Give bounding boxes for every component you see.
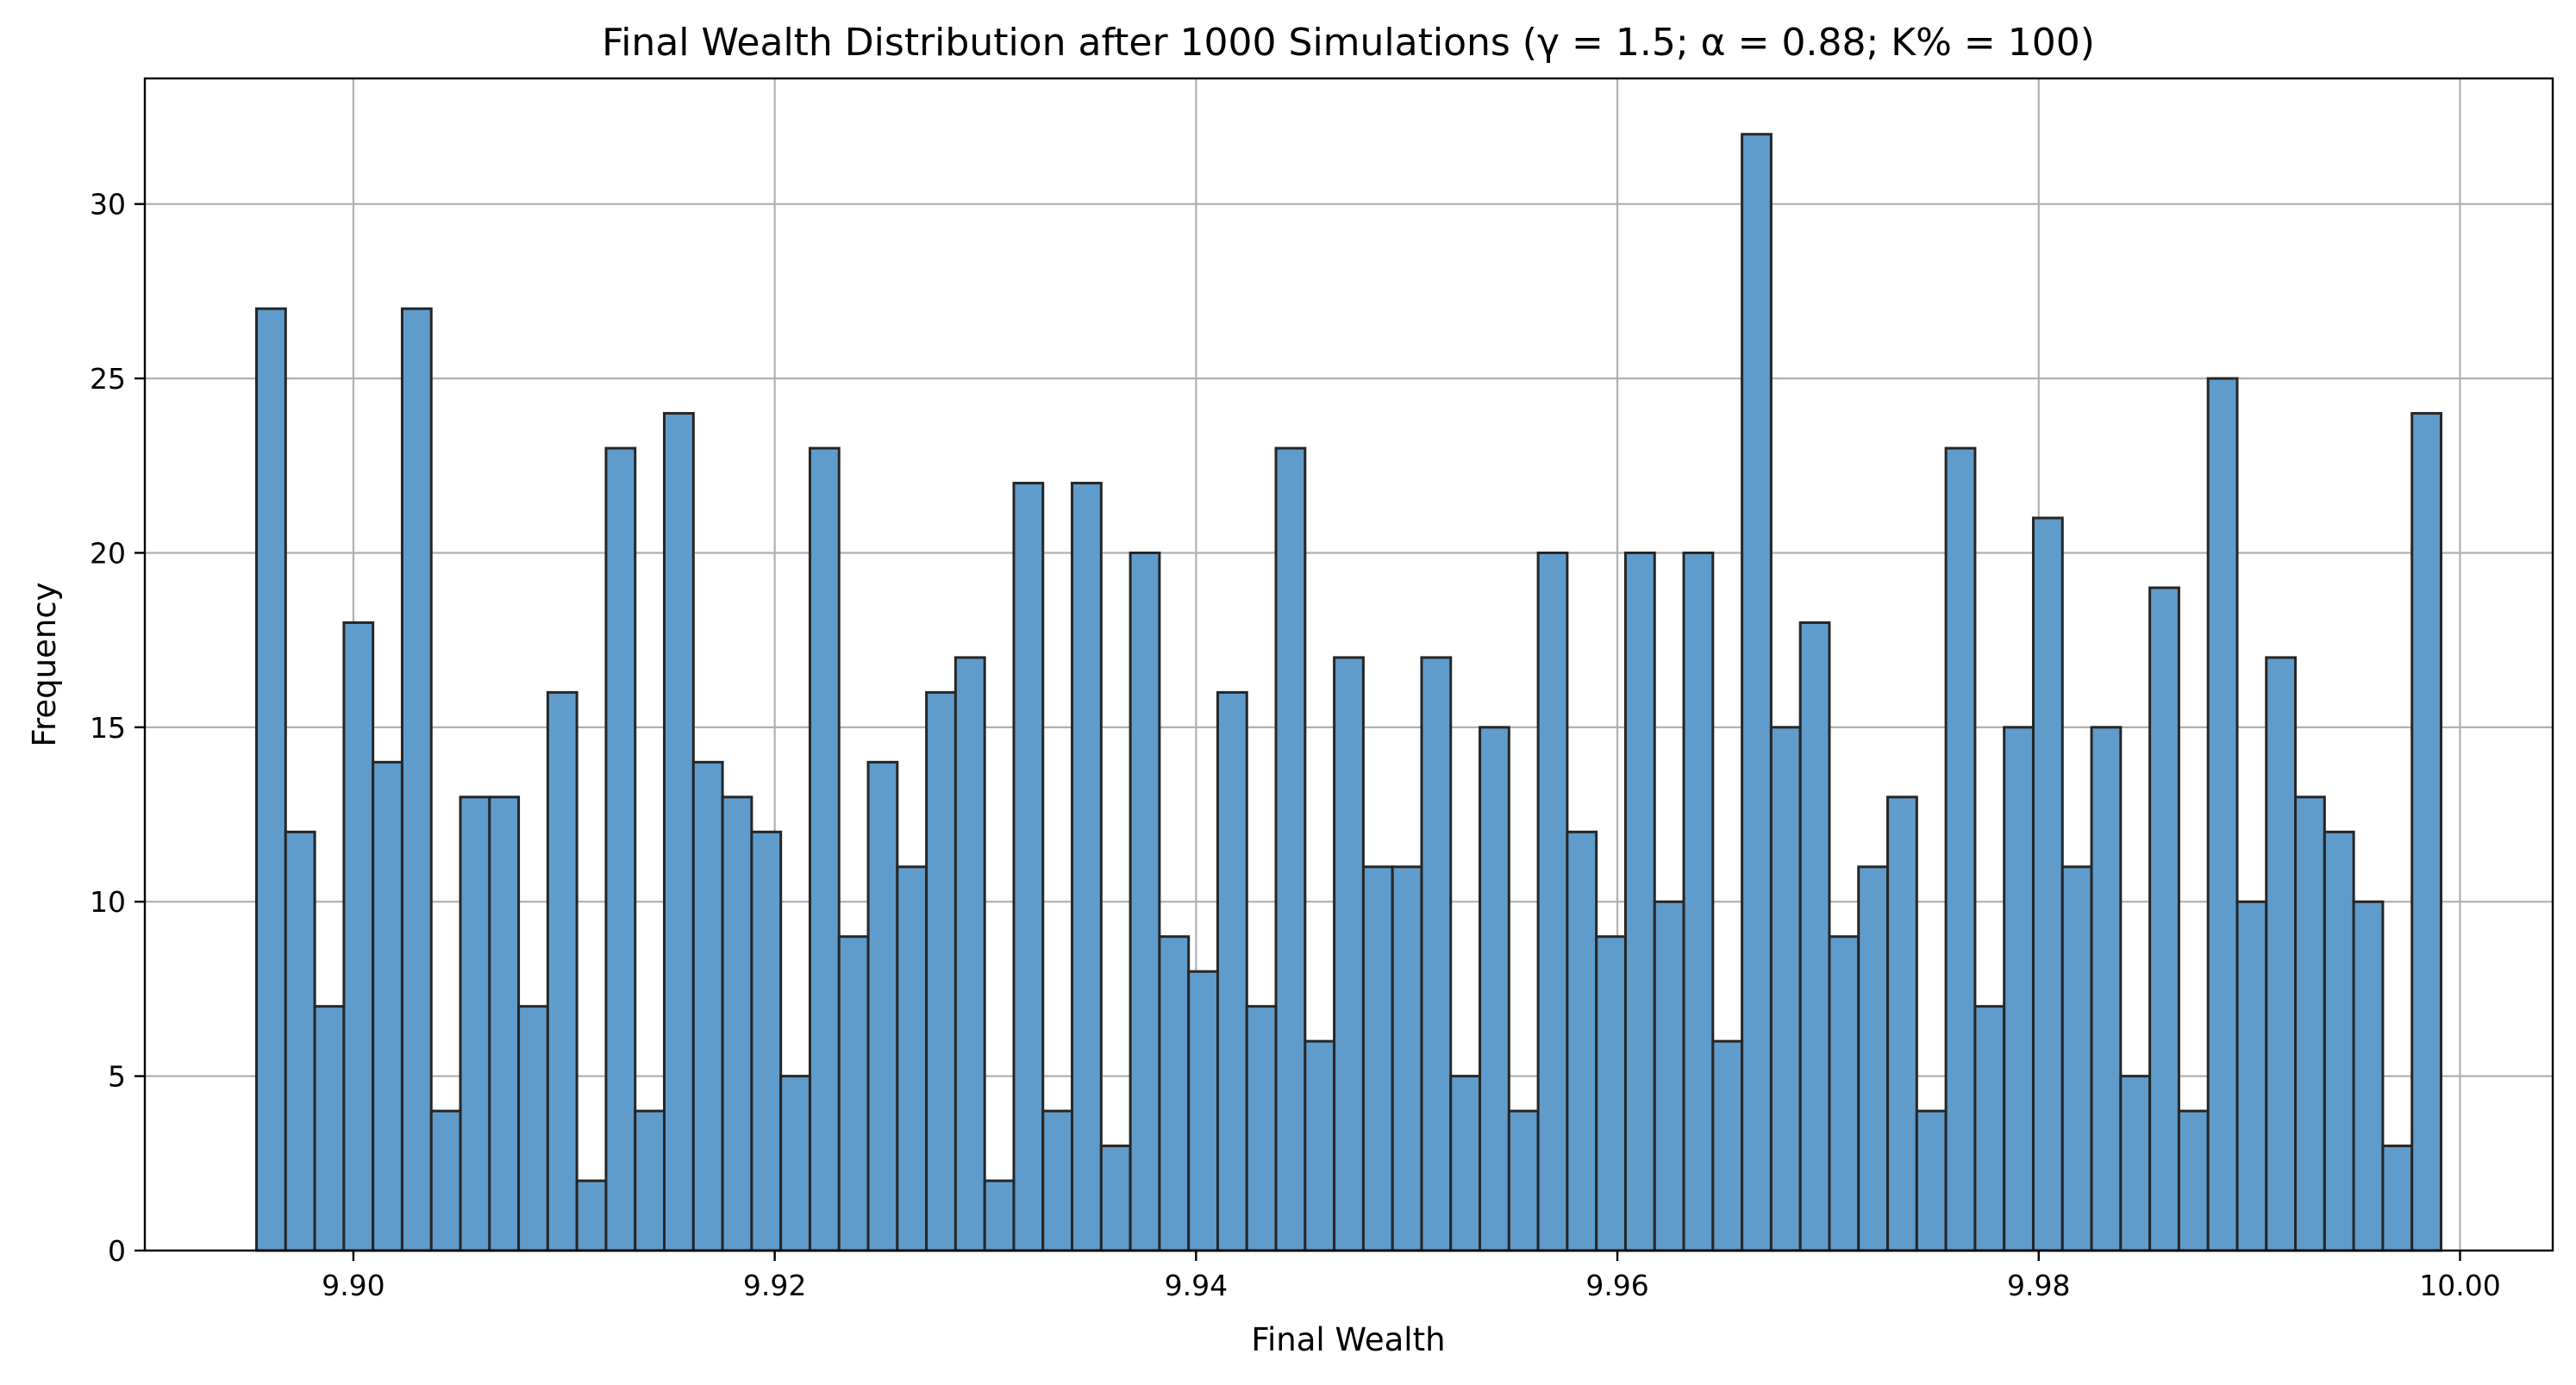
histogram-bar <box>1536 551 1569 1252</box>
histogram-bar <box>2003 726 2035 1252</box>
histogram-bar <box>1944 446 1977 1252</box>
histogram-bar <box>2177 1109 2210 1252</box>
histogram-bar <box>1216 690 1248 1252</box>
x-tick-label: 9.94 <box>1165 1269 1228 1302</box>
histogram-bar <box>1828 935 1860 1252</box>
histogram-bar <box>1361 865 1394 1252</box>
histogram-bar <box>2265 656 2298 1252</box>
histogram-bar <box>2206 377 2239 1252</box>
histogram-bar <box>459 795 491 1252</box>
histogram-bar <box>1769 726 1802 1252</box>
histogram-bar <box>2148 586 2180 1252</box>
histogram-bar <box>255 307 287 1252</box>
x-tick-label: 9.98 <box>2007 1269 2070 1302</box>
histogram-bar <box>1099 1145 1132 1252</box>
histogram-bar <box>925 690 957 1252</box>
histogram-bar <box>313 1005 346 1252</box>
histogram-bar <box>1915 1109 1948 1252</box>
x-tick-label: 10.00 <box>2419 1269 2500 1302</box>
histogram-bar <box>1071 482 1103 1252</box>
histogram-bar <box>1595 935 1627 1252</box>
x-axis-label: Final Wealth <box>1251 1321 1445 1358</box>
histogram-bar <box>1187 970 1219 1252</box>
histogram-bar <box>750 830 783 1252</box>
histogram-bar <box>1245 1005 1278 1252</box>
histogram-bar <box>663 412 695 1252</box>
y-axis-label: Frequency <box>26 582 63 746</box>
x-tick-label: 9.96 <box>1585 1269 1648 1302</box>
histogram-bar <box>2381 1145 2414 1252</box>
histogram-bar <box>2410 412 2442 1252</box>
histogram-bar <box>400 307 433 1252</box>
y-tick-label: 15 <box>90 711 126 745</box>
histogram-bar <box>1886 795 1918 1252</box>
histogram-bar <box>1623 551 1656 1252</box>
y-tick-label: 20 <box>90 536 126 570</box>
histogram-bar <box>1479 726 1510 1252</box>
histogram-bar <box>2060 865 2093 1252</box>
histogram-bar <box>2090 726 2123 1252</box>
histogram-bar <box>1012 482 1045 1252</box>
histogram-bars <box>255 133 2442 1252</box>
histogram-bar <box>372 760 403 1252</box>
histogram-bar <box>691 760 724 1252</box>
chart-title: Final Wealth Distribution after 1000 Sim… <box>602 21 2095 65</box>
y-tick-label: 10 <box>90 885 126 919</box>
histogram-bar <box>1449 1075 1482 1252</box>
histogram-bar <box>1682 551 1715 1252</box>
histogram-bar <box>1711 1039 1744 1252</box>
histogram-bar <box>1973 1005 2006 1252</box>
y-tick-label: 30 <box>90 188 126 221</box>
histogram-bar <box>429 1109 462 1252</box>
histogram-bar <box>517 1005 549 1252</box>
histogram-bar <box>284 830 316 1252</box>
histogram-bar <box>1420 656 1453 1252</box>
histogram-bar <box>1333 656 1365 1252</box>
histogram-bar <box>1857 865 1890 1252</box>
histogram-bar <box>896 865 928 1252</box>
histogram-bar <box>1566 830 1598 1252</box>
histogram-bar <box>1798 621 1831 1252</box>
histogram-bar <box>1741 133 1773 1252</box>
histogram-bar <box>721 795 753 1252</box>
histogram-bar <box>2235 900 2268 1252</box>
x-tick-label: 9.90 <box>322 1269 385 1302</box>
histogram-bar <box>342 621 375 1252</box>
histogram-bar <box>1304 1039 1336 1252</box>
histogram-bar <box>1274 446 1307 1252</box>
histogram-bar <box>634 1109 666 1252</box>
histogram-bar <box>1129 551 1161 1252</box>
histogram-bar <box>575 1179 608 1252</box>
histogram-bar <box>1041 1109 1074 1252</box>
histogram-bar <box>866 760 899 1252</box>
histogram-bar <box>546 690 578 1252</box>
histogram-bar <box>1158 935 1191 1252</box>
y-tick-label: 0 <box>108 1234 126 1268</box>
histogram-bar <box>2323 830 2355 1252</box>
y-tick-label: 5 <box>108 1060 126 1094</box>
histogram-bar <box>604 446 637 1252</box>
histogram-bar <box>983 1179 1016 1252</box>
histogram-bar <box>953 656 986 1252</box>
histogram-bar <box>808 446 841 1252</box>
histogram-bar <box>2031 516 2064 1252</box>
y-tick-label: 25 <box>90 362 126 396</box>
histogram-bar <box>1507 1109 1540 1252</box>
histogram-bar <box>1653 900 1685 1252</box>
histogram-bar <box>779 1075 811 1252</box>
plot-area-frame <box>143 77 2554 1252</box>
histogram-bar <box>837 935 870 1252</box>
axis-ticks: 9.90 9.92 9.94 9.96 9.98 10.00 0 5 10 15 20 25 30 <box>90 188 2501 1302</box>
histogram-bar <box>488 795 521 1252</box>
histogram-bar <box>2119 1075 2152 1252</box>
histogram-bar <box>2294 795 2326 1252</box>
histogram-bar <box>1391 865 1423 1252</box>
x-tick-label: 9.92 <box>743 1269 806 1302</box>
histogram-bar <box>2352 900 2385 1252</box>
